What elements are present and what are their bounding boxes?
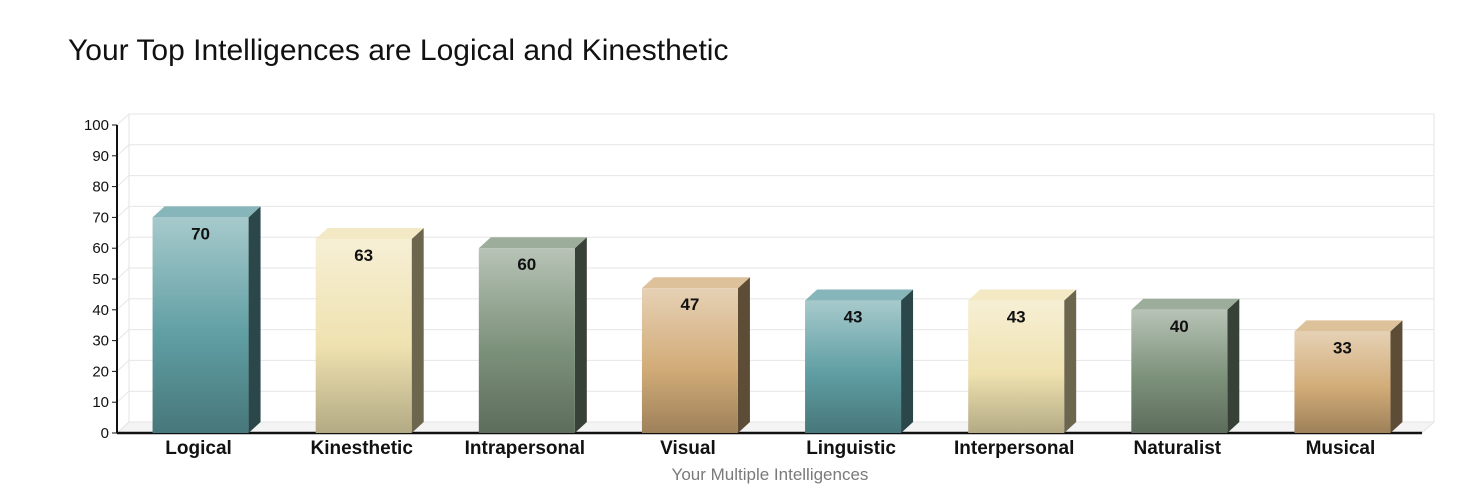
gridline-depth [116, 113, 130, 126]
data-label: 47 [680, 295, 699, 314]
data-label: 43 [1007, 308, 1026, 327]
x-axis-title: Your Multiple Intelligences [672, 465, 869, 484]
bar-front [315, 238, 412, 433]
gridline-depth [116, 236, 130, 249]
bar-top [968, 289, 1077, 301]
bar-front [805, 300, 902, 433]
x-tick-label: Logical [165, 438, 232, 459]
gridline-depth [116, 206, 130, 218]
bar-side [411, 227, 424, 433]
gridline-depth [116, 390, 130, 403]
gridline-depth [116, 175, 130, 187]
gridline-depth [116, 267, 130, 280]
y-tick-label: 80 [92, 179, 109, 196]
bar-top [1131, 298, 1240, 310]
bar-front [641, 288, 738, 433]
bar-front [1294, 331, 1391, 433]
data-label: 40 [1170, 317, 1189, 336]
data-label: 70 [191, 224, 210, 243]
y-tick-label: 30 [92, 333, 109, 350]
y-tick-label: 0 [101, 425, 109, 442]
y-tick-label: 50 [92, 271, 109, 288]
data-label: 60 [517, 255, 536, 274]
data-label: 43 [844, 308, 863, 327]
bar-front [478, 248, 575, 433]
x-tick-label: Naturalist [1133, 438, 1221, 459]
bar-musical: 33 [1294, 320, 1403, 433]
bar-linguistic: 43 [805, 289, 914, 433]
bar-front [968, 300, 1065, 433]
bar-side [248, 206, 261, 433]
bar-logical: 70 [152, 206, 261, 433]
bar-top [641, 277, 750, 289]
bar-side [901, 289, 914, 433]
bar-side [1064, 289, 1077, 433]
bar-top [478, 237, 587, 249]
y-tick-label: 20 [92, 363, 109, 380]
bar-naturalist: 40 [1131, 298, 1240, 433]
bar-front [1131, 309, 1228, 433]
x-tick-label: Linguistic [806, 438, 896, 459]
bar-top [315, 227, 424, 239]
bar-top [152, 206, 261, 218]
y-tick-label: 90 [92, 148, 109, 165]
x-tick-label: Kinesthetic [310, 438, 413, 459]
bars: 70 63 60 47 43 43 40 33 [152, 206, 1403, 433]
x-tick-label: Interpersonal [954, 438, 1074, 459]
y-tick-label: 60 [92, 240, 109, 257]
bar-kinesthetic: 63 [315, 227, 424, 433]
bar-intrapersonal: 60 [478, 237, 587, 433]
y-tick-label: 70 [92, 209, 109, 226]
x-axis-labels: Logical Kinesthetic Intrapersonal Visual Lin… [165, 438, 1375, 459]
data-label: 63 [354, 246, 373, 265]
bar-side [574, 237, 587, 433]
data-label: 33 [1333, 338, 1352, 357]
bar-top [805, 289, 914, 301]
gridline-depth [116, 421, 130, 434]
gridline-depth [116, 298, 130, 311]
gridline-depth [116, 329, 130, 341]
gridline-depth [116, 360, 130, 372]
gridline-depth [116, 144, 130, 157]
x-tick-label: Musical [1306, 438, 1376, 459]
bar-front [152, 217, 249, 433]
y-tick-label: 10 [92, 394, 109, 411]
y-axis-ticks: 0 10 20 30 40 50 60 70 80 90 100 [84, 117, 117, 442]
y-tick-label: 100 [84, 117, 109, 134]
x-tick-label: Intrapersonal [465, 438, 585, 459]
bar-visual: 47 [641, 277, 750, 433]
y-tick-label: 40 [92, 302, 109, 319]
bar-top [1294, 320, 1403, 332]
chart-title: Your Top Intelligences are Logical and K… [68, 34, 729, 67]
bar-side [737, 277, 750, 433]
x-tick-label: Visual [660, 438, 716, 459]
bar-side [1227, 298, 1240, 433]
bar-interpersonal: 43 [968, 289, 1077, 433]
bar-side [1390, 320, 1403, 433]
